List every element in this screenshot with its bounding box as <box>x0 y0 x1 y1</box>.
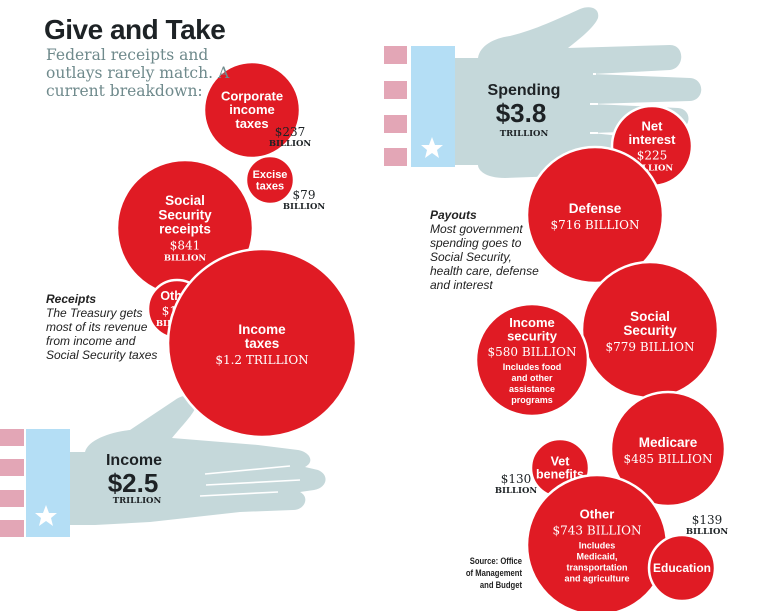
bubble-label: Social <box>165 193 205 208</box>
bubble-label: taxes <box>256 180 284 192</box>
stripe <box>384 148 407 166</box>
bubble-label: Social <box>630 309 670 324</box>
source-note: Source: Office of Management and Budget <box>465 556 522 590</box>
bubble-value: $225 <box>637 149 668 163</box>
payouts-note-body: Most government spending goes to Social … <box>430 222 539 292</box>
bubble-label: Medicare <box>639 435 698 450</box>
spending-sleeve-stripes <box>384 46 407 166</box>
bubble-note: Medicaid, <box>576 551 617 561</box>
bubble-unit: BILLION <box>269 139 311 149</box>
bubble-value: $139 <box>692 513 723 527</box>
bubble-label: Security <box>623 323 677 338</box>
bubble-label: Other <box>580 507 615 522</box>
bubble-value: $743 BILLION <box>553 523 642 537</box>
bubble-label: Education <box>653 561 711 575</box>
bubble-label: Vet <box>551 455 571 469</box>
receipts-note-body: The Treasury gets most of its revenue fr… <box>46 306 158 362</box>
bubble-label: receipts <box>159 222 211 237</box>
bubble-note: Includes food <box>503 362 562 372</box>
bubble-label: Defense <box>569 201 622 216</box>
bubble-value: $716 BILLION <box>551 218 640 232</box>
bubble-unit: BILLION <box>164 254 206 264</box>
bubble-note: transportation <box>566 562 627 572</box>
bubble-unit: BILLION <box>495 486 537 496</box>
bubble-unit: BILLION <box>631 164 673 174</box>
spending-finger-lines <box>590 73 598 134</box>
bubble-circle <box>525 145 665 285</box>
page-subtitle: Federal receipts and outlays rarely matc… <box>46 46 230 100</box>
bubble-label: Corporate <box>221 89 283 104</box>
spending-palm <box>455 7 702 178</box>
payouts-note: Payouts Most government spending goes to… <box>430 208 542 292</box>
bubble-note: programs <box>511 395 553 405</box>
bubble-unit: BILLION <box>686 527 728 537</box>
stripe <box>0 459 24 476</box>
stripe <box>384 115 407 133</box>
payouts-bubble-medicare: Medicare $485 BILLION <box>609 390 727 508</box>
bubble-label: Net <box>642 118 664 133</box>
bubble-label: income <box>229 102 275 117</box>
stripe <box>0 490 24 507</box>
spending-hand-title: Spending <box>488 82 561 99</box>
bubble-value: $79 <box>293 188 316 202</box>
bubble-note: Includes <box>579 540 616 550</box>
star-icon <box>421 137 443 158</box>
stripe <box>0 429 24 446</box>
bubble-unit: BILLION <box>283 202 325 212</box>
receipts-note: Receipts The Treasury gets most of its r… <box>46 292 164 362</box>
bubble-note: and agriculture <box>564 573 629 583</box>
spending-hand-total: $3.8 <box>496 98 547 128</box>
bubble-note: assistance <box>509 384 555 394</box>
bubble-value: $580 BILLION <box>488 345 577 359</box>
bubble-label: benefits <box>536 468 584 482</box>
page-title: Give and Take <box>44 14 226 45</box>
income-sleeve-stripes <box>0 429 24 537</box>
bubble-label: taxes <box>235 116 268 131</box>
bubble-note: and other <box>511 373 552 383</box>
stripe <box>384 81 407 99</box>
spending-hand: Spending $3.8 TRILLION <box>384 7 702 178</box>
bubble-value: $237 <box>275 125 306 139</box>
bubble-label: taxes <box>245 336 280 351</box>
income-hand-unit: TRILLION <box>113 496 162 506</box>
bubble-label: Excise <box>253 169 288 181</box>
bubble-circle <box>244 154 296 206</box>
stripe <box>0 520 24 537</box>
income-hand: Income $2.5 TRILLION <box>0 395 326 537</box>
bubble-label: interest <box>629 132 677 147</box>
bubble-circle <box>647 533 717 603</box>
bubble-circle <box>202 60 302 160</box>
stripe <box>384 46 407 64</box>
payouts-bubble-defense: Defense $716 BILLION <box>525 145 665 285</box>
bubble-circle <box>609 390 727 508</box>
bubble-label: Security <box>158 207 212 222</box>
bubble-label: security <box>507 329 558 344</box>
payouts-note-heading: Payouts <box>430 208 477 222</box>
income-hand-total: $2.5 <box>108 468 159 498</box>
receipts-note-heading: Receipts <box>46 292 97 306</box>
bubble-value: $130 <box>501 472 532 486</box>
bubble-label: Income <box>238 322 286 337</box>
bubble-value: $485 BILLION <box>624 452 713 466</box>
bubble-value: $1.2 TRILLION <box>215 353 308 367</box>
bubble-layer: Corporateincometaxes$237BILLIONExcisetax… <box>115 60 728 611</box>
bubble-circle <box>474 302 590 418</box>
payouts-bubble-other: Other$743 BILLION IncludesMedicaid,transp… <box>525 473 669 611</box>
star-icon <box>35 505 57 526</box>
spending-hand-unit: TRILLION <box>500 129 549 139</box>
bubble-circle <box>166 247 358 439</box>
bubble-label: Income <box>509 315 555 330</box>
bubble-value: $779 BILLION <box>606 340 695 354</box>
bubble-value: $841 <box>170 239 201 253</box>
income-hand-title: Income <box>106 452 162 469</box>
income-finger-lines <box>199 465 301 497</box>
